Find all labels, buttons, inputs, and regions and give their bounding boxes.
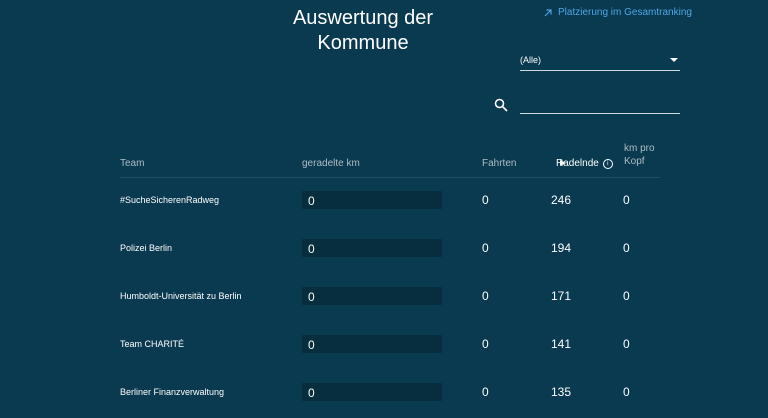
radelnde-value: 246 bbox=[551, 193, 572, 207]
km-value: 0 bbox=[308, 242, 315, 256]
team-name: #SucheSicherenRadweg bbox=[120, 195, 220, 205]
ranking-link-label: Platzierung im Gesamtranking bbox=[558, 7, 692, 18]
filter-select[interactable]: (Alle) bbox=[520, 51, 680, 71]
caret-down-icon bbox=[670, 57, 678, 62]
column-header-km-pro-kopf[interactable]: km pro Kopf bbox=[624, 142, 664, 168]
external-link-icon bbox=[544, 8, 552, 16]
page-title-line-1: Auswertung der bbox=[292, 7, 434, 29]
team-name: Team CHARITÉ bbox=[120, 339, 185, 349]
info-icon[interactable]: i bbox=[602, 158, 613, 169]
column-header-fahrten[interactable]: Fahrten bbox=[482, 158, 517, 169]
fahrten-value: 0 bbox=[482, 289, 489, 303]
fahrten-value: 0 bbox=[482, 385, 489, 399]
table-row: Polizei Berlin 0 0 194 0 bbox=[0, 239, 768, 259]
table-row: Team CHARITÉ 0 0 141 0 bbox=[0, 335, 768, 355]
filter-select-value: (Alle) bbox=[520, 54, 542, 65]
km-pro-kopf-value: 0 bbox=[623, 193, 630, 207]
km-value: 0 bbox=[308, 386, 315, 400]
column-header-team[interactable]: Team bbox=[120, 158, 145, 169]
radelnde-value: 194 bbox=[551, 241, 572, 255]
page-title-line-2: Kommune bbox=[317, 32, 409, 54]
sort-arrow-icon bbox=[560, 160, 566, 166]
km-pro-kopf-value: 0 bbox=[623, 385, 630, 399]
column-header-radelnde-label: Radelnde bbox=[556, 158, 599, 169]
km-value: 0 bbox=[308, 290, 315, 304]
km-bar: 0 bbox=[302, 191, 442, 209]
table-header-divider bbox=[120, 177, 660, 178]
radelnde-value: 141 bbox=[551, 337, 572, 351]
search-input[interactable] bbox=[520, 94, 680, 114]
fahrten-value: 0 bbox=[482, 193, 489, 207]
column-header-radelnde[interactable]: Radelnde i bbox=[556, 157, 613, 170]
team-name: Humboldt-Universität zu Berlin bbox=[120, 291, 242, 301]
column-header-km[interactable]: geradelte km bbox=[302, 158, 360, 169]
table-row: Berliner Finanzverwaltung 0 0 135 0 bbox=[0, 383, 768, 403]
fahrten-value: 0 bbox=[482, 241, 489, 255]
column-header-km-pro-kopf-line-2: Kopf bbox=[624, 156, 645, 167]
km-value: 0 bbox=[308, 338, 315, 352]
team-name: Berliner Finanzverwaltung bbox=[120, 387, 225, 397]
km-value: 0 bbox=[308, 194, 315, 208]
km-bar: 0 bbox=[302, 383, 442, 401]
table-row: Humboldt-Universität zu Berlin 0 0 171 0 bbox=[0, 287, 768, 307]
table-row: #SucheSicherenRadweg 0 0 246 0 bbox=[0, 191, 768, 211]
km-pro-kopf-value: 0 bbox=[623, 289, 630, 303]
page-title: Auswertung der Kommune bbox=[250, 6, 476, 56]
km-bar: 0 bbox=[302, 287, 442, 305]
search-icon bbox=[494, 98, 508, 112]
km-pro-kopf-value: 0 bbox=[623, 337, 630, 351]
radelnde-value: 171 bbox=[551, 289, 572, 303]
ranking-link[interactable]: Platzierung im Gesamtranking bbox=[543, 7, 692, 18]
radelnde-value: 135 bbox=[551, 385, 572, 399]
km-pro-kopf-value: 0 bbox=[623, 241, 630, 255]
column-header-km-pro-kopf-line-1: km pro bbox=[624, 143, 655, 154]
team-name: Polizei Berlin bbox=[120, 243, 173, 253]
fahrten-value: 0 bbox=[482, 337, 489, 351]
km-bar: 0 bbox=[302, 239, 442, 257]
km-bar: 0 bbox=[302, 335, 442, 353]
